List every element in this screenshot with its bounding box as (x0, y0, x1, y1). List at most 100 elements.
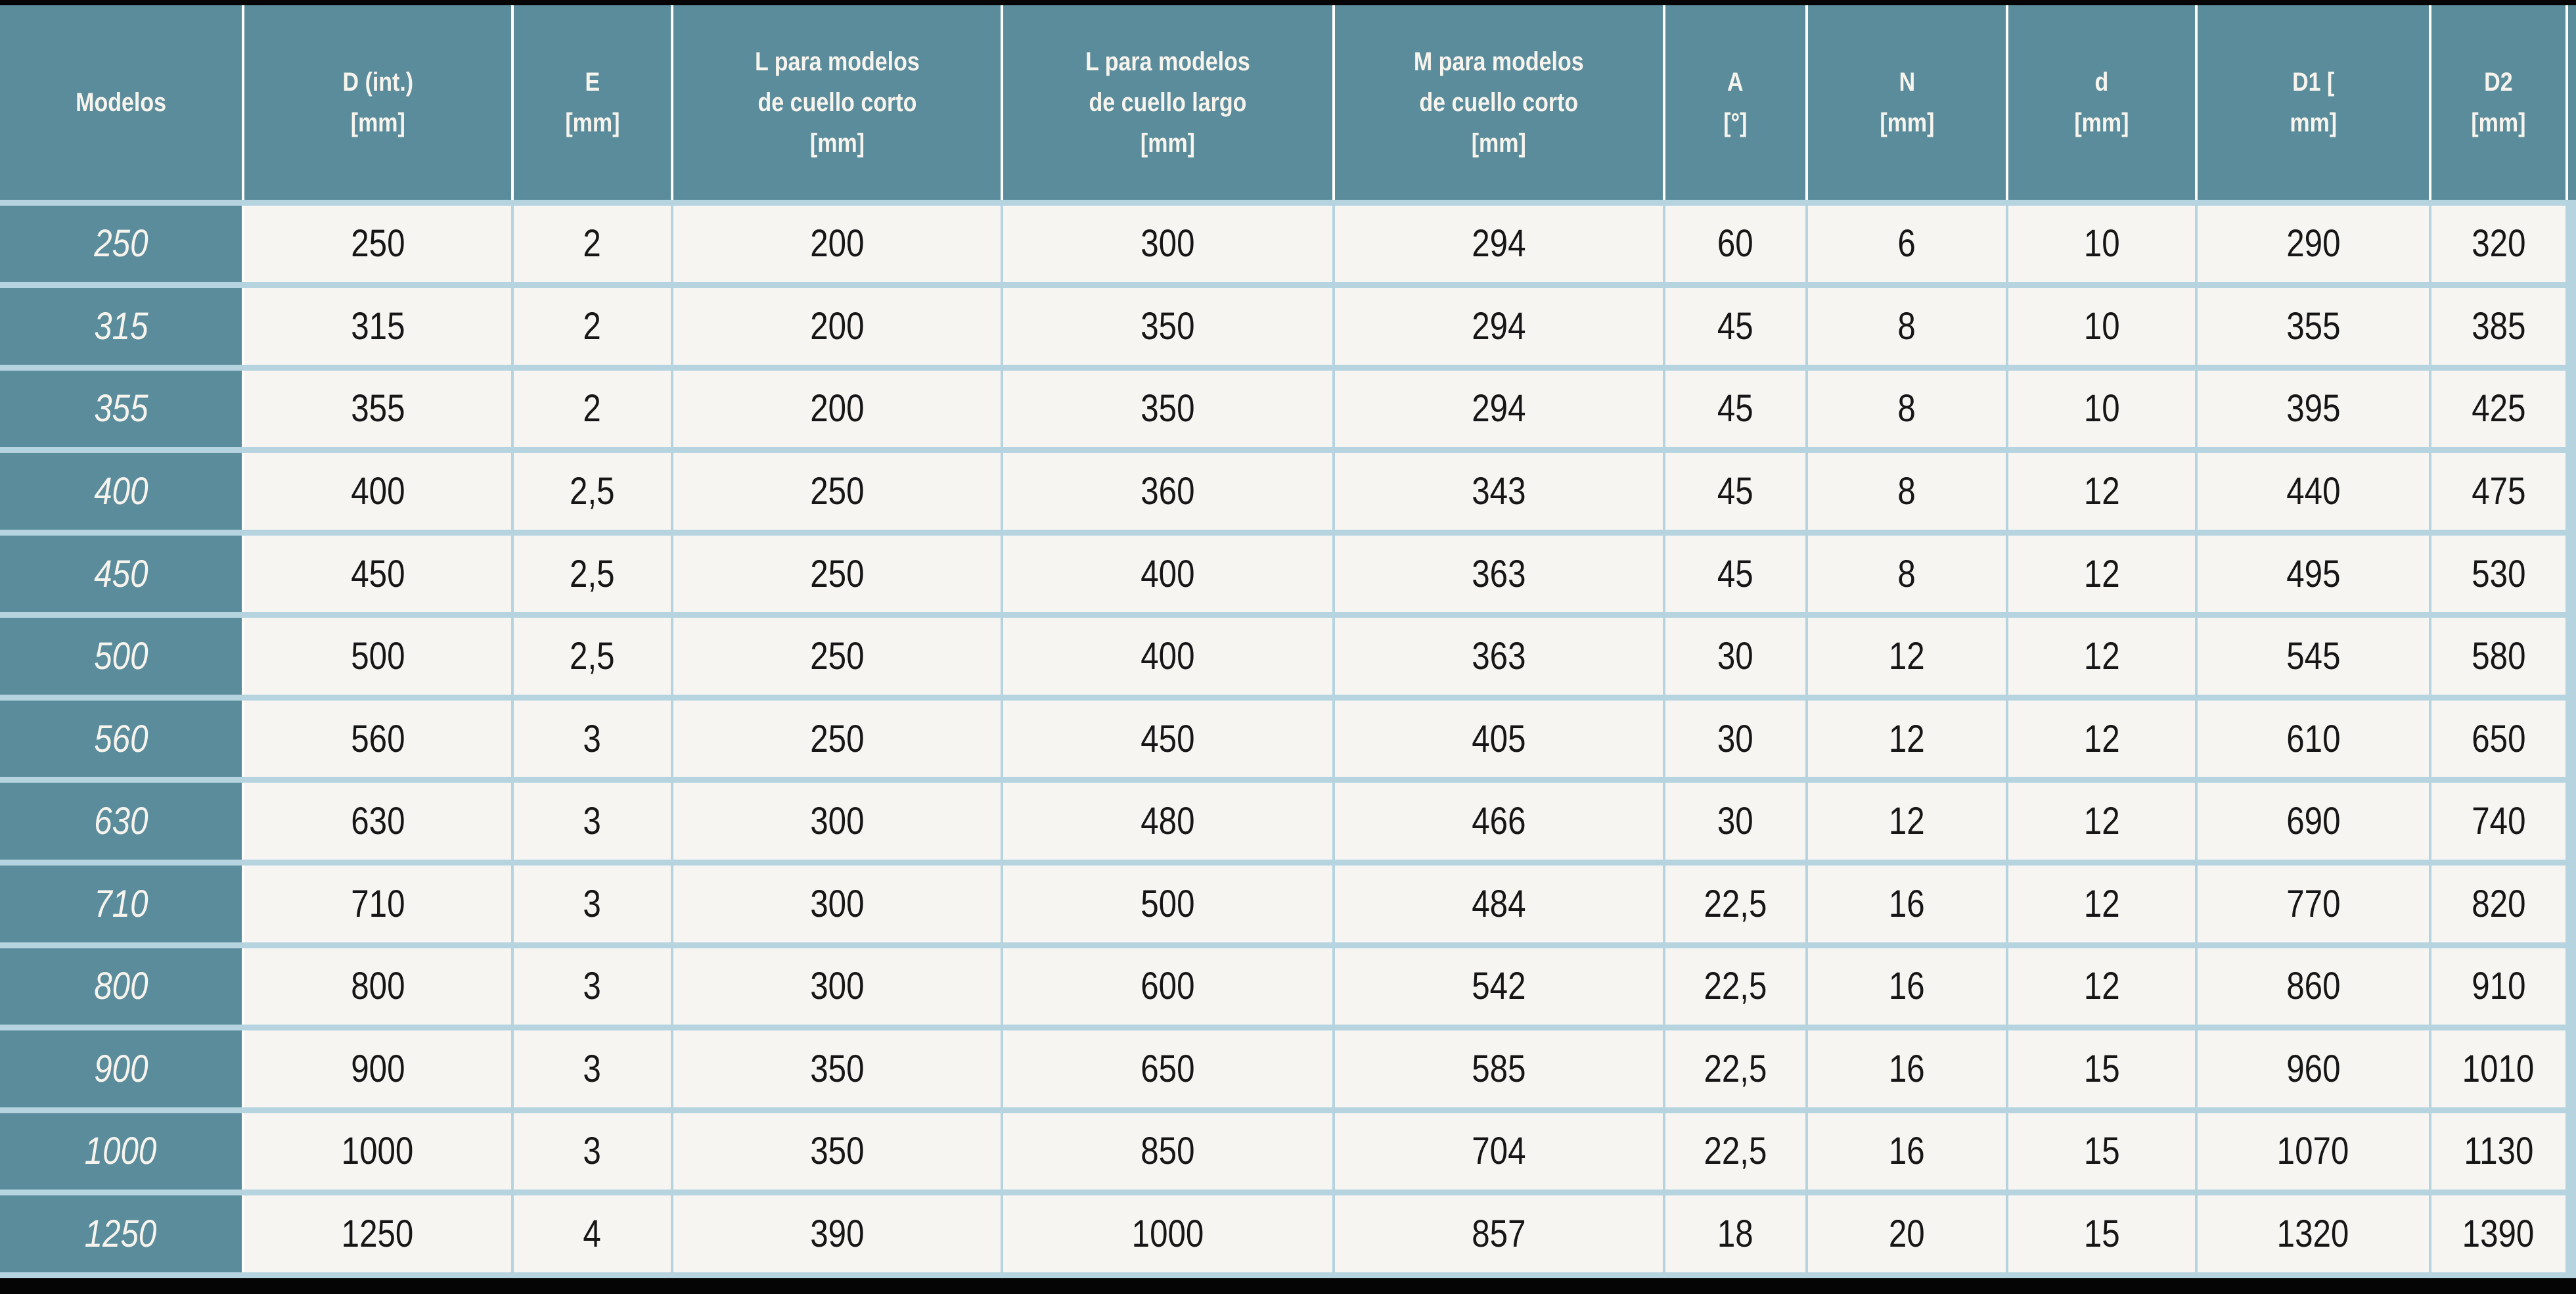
cell-value: 8 (1897, 387, 1916, 430)
cell-value: 18 (1717, 1213, 1753, 1256)
data-cell: 450 (1001, 694, 1335, 783)
data-cell: 480 (1001, 777, 1335, 866)
cell-value: 250 (350, 222, 405, 266)
cell-value: 16 (1889, 882, 1925, 925)
data-cell: 704 (1332, 1107, 1665, 1196)
cell-value: 960 (2286, 1047, 2341, 1090)
right-edge-strip-cell (2565, 447, 2576, 536)
data-cell: 250 (671, 694, 1003, 783)
model-cell: 710 (0, 860, 244, 948)
cell-value: 1390 (2462, 1213, 2535, 1256)
data-cell: 960 (2195, 1025, 2431, 1113)
right-edge-strip-cell (2565, 199, 2576, 289)
cell-value: 710 (93, 882, 148, 925)
data-cell: 1390 (2429, 1190, 2568, 1278)
cell-value: 860 (2286, 965, 2341, 1008)
data-cell: 425 (2429, 364, 2568, 453)
cell-value: 300 (809, 882, 865, 925)
model-cell: 450 (0, 529, 244, 618)
data-cell: 860 (2195, 942, 2431, 1031)
cell-value: 650 (1141, 1047, 1195, 1090)
data-cell: 350 (1001, 282, 1335, 371)
table-row: 710 710 3 300 500 484 22,5 16 12 770 820 (0, 860, 2576, 948)
col-header-label: D (int.) [mm] (342, 67, 413, 137)
data-cell: 2 (511, 364, 673, 453)
cell-value: 3 (583, 882, 602, 925)
cell-value: 363 (1472, 635, 1526, 678)
data-cell: 900 (242, 1025, 514, 1113)
data-cell: 395 (2195, 364, 2431, 453)
cell-value: 30 (1717, 717, 1753, 760)
cell-value: 12 (2083, 882, 2120, 925)
data-cell: 740 (2429, 777, 2568, 866)
data-cell: 3 (511, 860, 673, 948)
cell-value: 3 (583, 965, 602, 1008)
data-cell: 500 (1001, 860, 1335, 948)
data-cell: 484 (1332, 860, 1665, 948)
cell-value: 200 (809, 387, 865, 430)
data-cell: 45 (1663, 364, 1808, 453)
data-cell: 300 (671, 942, 1003, 1031)
col-header-l_cuello_largo: L para modelos de cuello largo [mm] (1001, 5, 1335, 206)
cell-value: 350 (1141, 304, 1195, 348)
cell-value: 545 (2286, 635, 2341, 678)
cell-value: 10 (2083, 222, 2120, 266)
data-cell: 294 (1332, 282, 1665, 371)
data-cell: 4 (511, 1190, 673, 1278)
col-header-label: d [mm] (2074, 67, 2129, 137)
cell-value: 1130 (2463, 1130, 2534, 1173)
cell-value: 1010 (2462, 1047, 2535, 1090)
cell-value: 2 (583, 387, 602, 430)
cell-value: 450 (1141, 717, 1195, 760)
data-cell: 542 (1332, 942, 1665, 1031)
cell-value: 320 (2471, 222, 2526, 266)
cell-value: 355 (93, 387, 148, 430)
cell-value: 857 (1472, 1213, 1526, 1256)
data-cell: 500 (242, 612, 514, 701)
col-header-l_cuello_corto: L para modelos de cuello corto [mm] (671, 5, 1003, 206)
cell-value: 12 (2083, 800, 2120, 843)
cell-value: 2,5 (570, 469, 615, 513)
data-cell: 450 (242, 529, 514, 618)
cell-value: 250 (809, 717, 865, 760)
table-row: 900 900 3 350 650 585 22,5 16 15 960 1010 (0, 1025, 2576, 1113)
right-edge-strip-cell (2565, 1190, 2576, 1278)
cell-value: 300 (809, 965, 865, 1008)
data-cell: 16 (1805, 1107, 2008, 1196)
cell-value: 610 (2286, 717, 2341, 760)
cell-value: 12 (1889, 800, 1925, 843)
right-edge-strip-cell (2565, 942, 2576, 1031)
cell-value: 294 (1472, 304, 1526, 348)
model-cell: 560 (0, 694, 244, 783)
data-cell: 22,5 (1663, 942, 1808, 1031)
col-header-d2: D2 [mm] (2429, 5, 2568, 206)
data-cell: 300 (671, 860, 1003, 948)
data-cell: 45 (1663, 529, 1808, 618)
data-cell: 495 (2195, 529, 2431, 618)
data-cell: 363 (1332, 529, 1665, 618)
cell-value: 200 (809, 222, 865, 266)
data-cell: 3 (511, 1025, 673, 1113)
right-edge-strip-cell (2565, 612, 2576, 701)
data-cell: 2,5 (511, 529, 673, 618)
cell-value: 585 (1472, 1047, 1526, 1090)
data-cell: 600 (1001, 942, 1335, 1031)
data-cell: 2,5 (511, 447, 673, 536)
cell-value: 740 (2471, 800, 2526, 843)
data-cell: 15 (2006, 1025, 2198, 1113)
col-header-n: N [mm] (1805, 5, 2008, 206)
cell-value: 12 (2083, 469, 2120, 513)
data-cell: 1250 (242, 1190, 514, 1278)
data-cell: 350 (1001, 364, 1335, 453)
table-header: Modelos D (int.) [mm] E [mm] L para modelos… (0, 5, 2576, 206)
data-cell: 650 (1001, 1025, 1335, 1113)
data-cell: 580 (2429, 612, 2568, 701)
data-cell: 12 (2006, 529, 2198, 618)
data-cell: 1010 (2429, 1025, 2568, 1113)
cell-value: 850 (1141, 1130, 1195, 1173)
cell-value: 395 (2286, 387, 2341, 430)
data-cell: 3 (511, 1107, 673, 1196)
table-row: 250 250 2 200 300 294 60 6 10 290 320 (0, 199, 2576, 289)
col-header-d: d [mm] (2006, 5, 2198, 206)
data-cell: 250 (242, 199, 514, 289)
